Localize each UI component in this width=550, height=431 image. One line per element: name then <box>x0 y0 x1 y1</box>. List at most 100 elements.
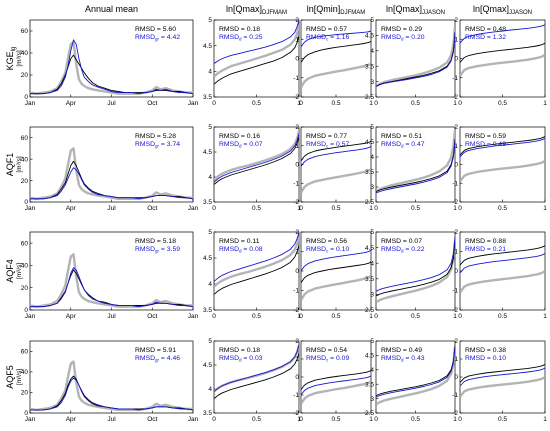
series-line-blue <box>376 140 455 194</box>
y-tick-label: 4 <box>370 260 374 267</box>
x-tick-label: 1 <box>297 205 301 212</box>
x-tick-label: 0 <box>374 100 378 107</box>
rmsd-blue: RMSDgr = 4.46 <box>135 355 180 363</box>
series-line-black <box>376 138 455 192</box>
x-tick-label: 0 <box>299 313 303 320</box>
x-tick-label: 0.5 <box>411 100 420 107</box>
series-group <box>214 344 299 399</box>
y-tick-label: 3.5 <box>203 199 212 206</box>
series-line-blue <box>460 367 545 387</box>
y-tick-label: -2 <box>293 307 299 314</box>
x-tick-label: Jan <box>188 416 199 423</box>
column-title: ln[Qmax]JJASON <box>473 4 532 16</box>
y-tick-label: 0 <box>454 56 458 63</box>
row-unit-label: [m³/s] <box>16 263 23 279</box>
series-line-blue <box>376 33 455 87</box>
x-tick-label: Jul <box>107 416 116 423</box>
x-tick-label: 0 <box>212 416 216 423</box>
row-label: AQF1 [m³/s] <box>5 153 23 177</box>
panel: 0 20 40 60 Jan Apr Jul Oct Jan RMSD = 5.60RMSDgr … <box>21 19 199 107</box>
rmsd-blue: RMSD = 0.49 <box>465 141 506 148</box>
x-tick-label: Oct <box>147 100 157 107</box>
y-tick-label: 4.5 <box>203 255 212 262</box>
series-line-black <box>460 42 545 63</box>
x-tick-label: 0.5 <box>498 205 507 212</box>
series-line-blue <box>301 30 371 48</box>
rmsd-blue: RMSDd = 0.03 <box>219 355 263 363</box>
series-line-grey <box>30 147 193 200</box>
rmsd-black: RMSD = 0.18 <box>219 26 260 33</box>
series-line-black <box>301 369 371 390</box>
rmsd-blue: RMSDd = 0.08 <box>219 246 263 254</box>
y-tick-label: 4 <box>208 69 212 76</box>
y-tick-label: 2 <box>295 17 299 24</box>
y-tick-label: 4 <box>208 174 212 181</box>
rmsd-blue: RMSDd = 0.22 <box>381 246 425 254</box>
x-tick-label: 0.5 <box>498 416 507 423</box>
x-tick-label: Jul <box>107 313 116 320</box>
y-tick-label: -1 <box>452 180 458 187</box>
y-tick-label: 2 <box>295 124 299 131</box>
y-tick-label: 5 <box>370 124 374 131</box>
rmsd-blue: RMSDc = 0.10 <box>306 246 349 254</box>
x-tick-label: 0.5 <box>411 416 420 423</box>
x-tick-label: Jul <box>107 100 116 107</box>
rmsd-blue: RMSDd = 0.43 <box>381 355 425 363</box>
y-tick-label: 1 <box>295 356 299 363</box>
series-line-black <box>301 40 371 63</box>
rmsd-black: RMSD = 5.91 <box>135 347 176 354</box>
x-tick-label: Jan <box>188 313 199 320</box>
y-tick-label: 0 <box>295 268 299 275</box>
y-tick-label: 0 <box>24 307 28 314</box>
rmsd-blue: RMSD = 0.21 <box>465 246 506 253</box>
rmsd-blue: RMSDd = 0.25 <box>219 34 263 42</box>
series-line-black <box>376 241 455 297</box>
y-tick-label: 4 <box>370 48 374 55</box>
series-line-grey <box>301 380 371 405</box>
row-label-text: AQF4 <box>5 259 15 283</box>
y-tick-label: -2 <box>452 94 458 101</box>
rmsd-black: RMSD = 0.16 <box>219 133 260 140</box>
y-tick-label: 0 <box>24 410 28 417</box>
x-tick-label: 0 <box>458 100 462 107</box>
series-line-grey <box>460 53 545 77</box>
y-tick-label: -1 <box>293 392 299 399</box>
y-tick-label: 5 <box>208 338 212 345</box>
y-tick-label: 3 <box>370 396 374 403</box>
y-tick-label: 3 <box>370 292 374 299</box>
series-group <box>460 245 545 294</box>
y-tick-label: 3.5 <box>365 169 374 176</box>
panel: 0 20 40 60 Jan Apr Jul Oct Jan RMSD = 5.91RMSDgr … <box>21 340 199 423</box>
x-tick-label: 0.5 <box>252 205 261 212</box>
x-tick-label: 0.5 <box>331 416 340 423</box>
x-tick-label: Jan <box>188 100 199 107</box>
series-line-black <box>376 345 455 397</box>
y-tick-label: 3.5 <box>203 307 212 314</box>
y-tick-label: 2 <box>454 338 458 345</box>
series-line-blue <box>376 346 455 398</box>
x-tick-label: 0 <box>212 313 216 320</box>
series-line-grey <box>376 26 455 88</box>
x-tick-label: 1 <box>453 313 457 320</box>
x-tick-label: Jan <box>25 205 36 212</box>
series-group <box>460 24 545 77</box>
x-tick-label: 1 <box>543 100 547 107</box>
rmsd-black: RMSD = 5.28 <box>135 133 176 140</box>
y-tick-label: 3.5 <box>203 94 212 101</box>
series-group <box>30 39 193 95</box>
rmsd-black: RMSD = 0.56 <box>306 238 347 245</box>
rmsd-black: RMSD = 0.49 <box>381 347 422 354</box>
x-tick-label: Oct <box>147 205 157 212</box>
series-line-blue <box>460 24 545 44</box>
rmsd-blue: RMSDd = 0.07 <box>219 141 263 149</box>
y-tick-label: 40 <box>21 369 29 376</box>
row-label-text: AQF5 <box>5 365 15 389</box>
x-tick-label: 1 <box>453 100 457 107</box>
x-tick-label: 0.5 <box>411 313 420 320</box>
series-line-grey <box>460 270 545 294</box>
